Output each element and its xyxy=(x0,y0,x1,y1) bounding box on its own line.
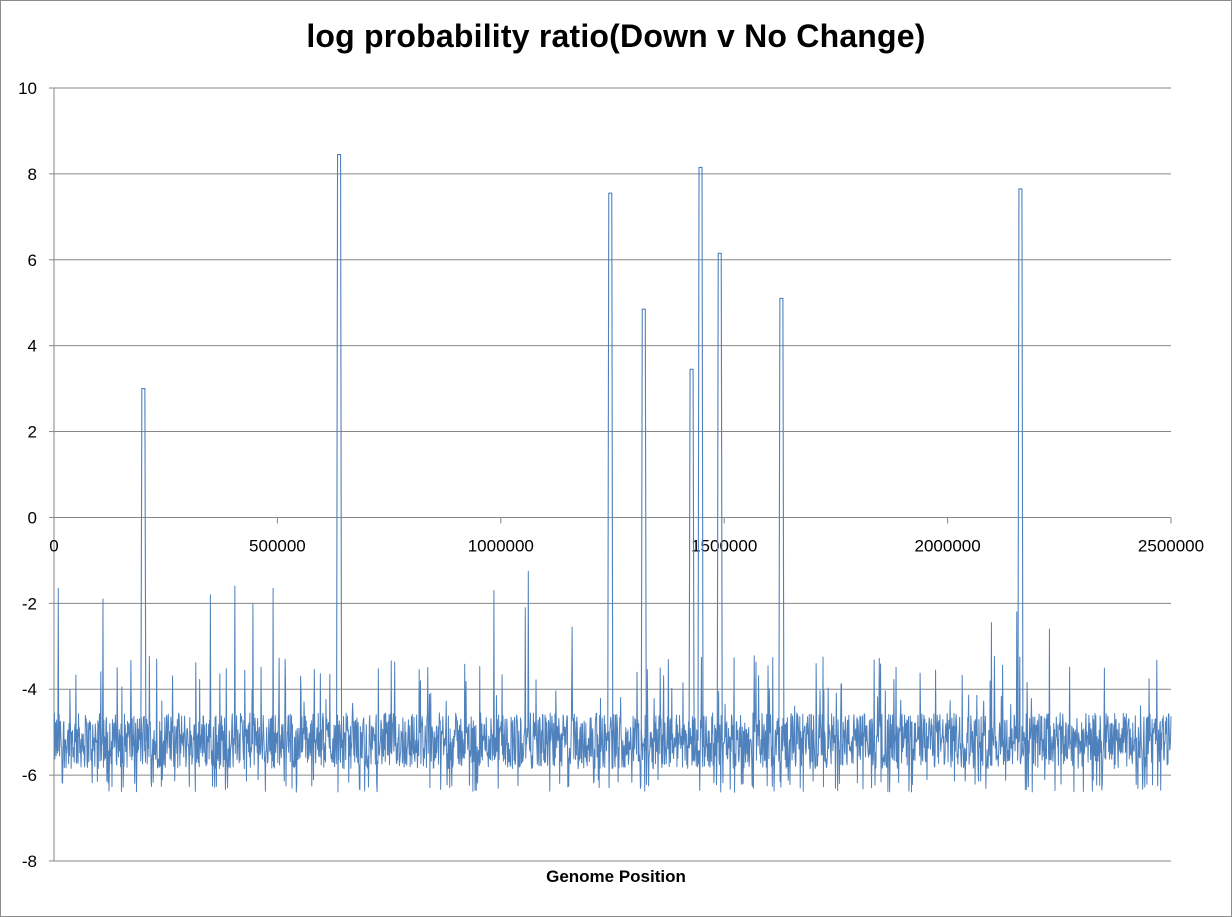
peak-6 xyxy=(716,252,723,741)
y-tick-label: 6 xyxy=(28,251,37,270)
x-axis-label: Genome Position xyxy=(546,867,686,886)
peak-8 xyxy=(1017,188,1024,741)
y-tick-label: 0 xyxy=(28,508,37,527)
y-tick-label: 8 xyxy=(28,165,37,184)
x-tick-label: 1500000 xyxy=(691,536,757,555)
x-tick-label: 1000000 xyxy=(468,536,534,555)
y-tick-label: 4 xyxy=(28,337,37,356)
x-tick-label: 2000000 xyxy=(915,536,981,555)
peak-2 xyxy=(607,192,614,741)
peak-3 xyxy=(640,308,647,741)
y-tick-label: -4 xyxy=(22,680,37,699)
x-tick-label: 2500000 xyxy=(1138,536,1204,555)
peak-5 xyxy=(697,166,704,741)
chart-title: log probability ratio(Down v No Change) xyxy=(306,18,926,54)
y-tick-label: -6 xyxy=(22,766,37,785)
x-tick-label: 0 xyxy=(49,536,58,555)
peak-1 xyxy=(336,154,343,741)
y-tick-label: -2 xyxy=(22,594,37,613)
peak-4 xyxy=(688,368,695,741)
peak-7 xyxy=(778,297,785,741)
y-tick-label: 2 xyxy=(28,423,37,442)
peak-0 xyxy=(140,388,147,741)
x-tick-label: 500000 xyxy=(249,536,306,555)
y-tick-label: 10 xyxy=(18,79,37,98)
y-tick-label: -8 xyxy=(22,852,37,871)
